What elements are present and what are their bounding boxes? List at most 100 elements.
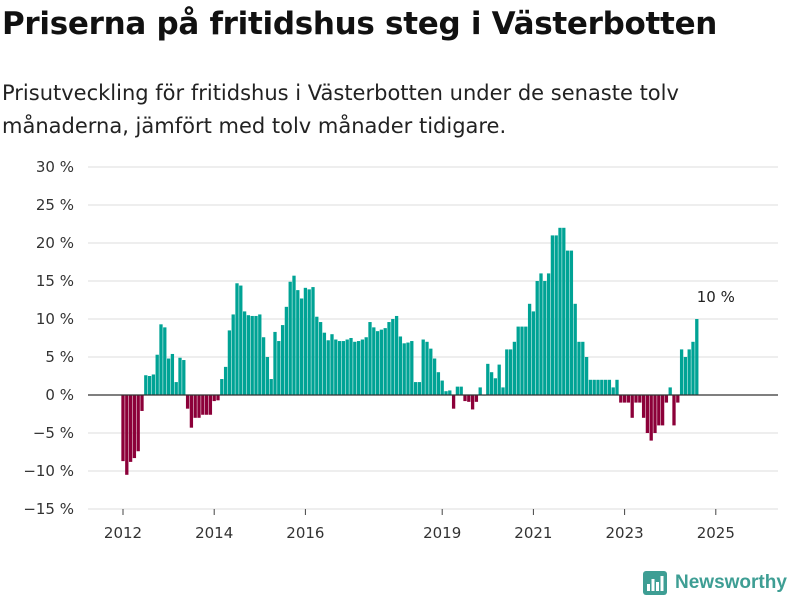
bar: [478, 387, 482, 395]
bar: [197, 395, 201, 418]
bar: [147, 376, 152, 395]
bar: [375, 331, 380, 395]
y-tick-label: 10 %: [36, 310, 74, 328]
bar: [512, 341, 517, 395]
newsworthy-logo: Newsworthy: [643, 568, 787, 598]
bar: [212, 395, 216, 402]
bar: [144, 375, 148, 395]
bar: [527, 303, 532, 395]
bar: [417, 382, 422, 395]
bar: [326, 340, 330, 395]
bar: [204, 395, 209, 415]
bar: [584, 357, 589, 395]
bar: [565, 250, 570, 395]
bar: [132, 395, 137, 459]
bar: [687, 349, 691, 395]
bar: [140, 395, 144, 411]
bar: [451, 395, 456, 409]
bar: [398, 336, 403, 395]
bar: [239, 285, 243, 395]
y-tick-label: −15 %: [23, 500, 74, 518]
bar: [581, 341, 585, 395]
bar: [546, 273, 551, 395]
bar: [307, 289, 311, 395]
bar: [676, 395, 680, 403]
bar: [163, 327, 167, 395]
bar: [660, 395, 665, 426]
bar: [691, 341, 695, 395]
bar: [208, 395, 213, 415]
bar: [318, 322, 323, 395]
x-tick-label: 2012: [104, 524, 142, 542]
bar: [550, 235, 555, 395]
bar: [277, 341, 281, 395]
bar: [444, 391, 448, 395]
bar: [558, 227, 562, 395]
bar: [588, 379, 593, 395]
bar: [577, 341, 581, 395]
bar: [182, 360, 186, 395]
gridlines: [88, 166, 778, 510]
bar: [364, 337, 368, 395]
bar: [185, 395, 190, 409]
bar: [448, 390, 452, 395]
bar: [470, 395, 475, 410]
x-tick-label: 2014: [195, 524, 233, 542]
bar: [440, 380, 444, 395]
y-tick-label: 15 %: [36, 272, 74, 290]
bar: [463, 395, 467, 402]
bar: [220, 379, 224, 395]
bar: [159, 324, 163, 395]
chart-title: Priserna på fritidshus steg i Västerbott…: [2, 6, 718, 42]
bar: [455, 386, 460, 395]
bar: [353, 341, 357, 395]
bar: [425, 341, 429, 395]
bar: [128, 395, 133, 462]
bar: [573, 303, 577, 395]
bar: [356, 341, 361, 395]
bar: [486, 363, 490, 395]
x-tick-label: 2023: [606, 524, 644, 542]
bar: [429, 348, 433, 395]
bar: [600, 379, 604, 395]
y-tick-label: 5 %: [45, 348, 74, 366]
bar: [413, 382, 418, 395]
bar: [261, 337, 266, 395]
bar: [474, 395, 479, 402]
bar: [254, 315, 258, 395]
bar: [311, 287, 315, 395]
bar: [322, 332, 327, 395]
bar: [360, 339, 365, 395]
bar: [493, 378, 498, 395]
bar: [489, 372, 494, 395]
bar: [337, 341, 342, 395]
y-tick-label: 20 %: [36, 234, 74, 252]
bar: [387, 322, 391, 395]
bar: [607, 379, 612, 395]
bar: [436, 372, 441, 395]
bar: [641, 395, 646, 418]
y-tick-label: −5 %: [33, 424, 74, 442]
bar: [269, 379, 273, 395]
bar: [432, 358, 437, 395]
bar: [216, 395, 220, 401]
bar: [679, 349, 684, 395]
x-tick-label: 2025: [697, 524, 735, 542]
bars: [121, 227, 699, 475]
bar: [299, 298, 304, 395]
bar: [330, 334, 334, 395]
bar: [406, 342, 410, 395]
bar: [668, 387, 672, 395]
bar: [619, 395, 623, 403]
bar: [695, 319, 699, 395]
bar: [653, 395, 657, 433]
bar: [250, 315, 254, 395]
bar: [683, 357, 688, 395]
bar: [189, 395, 194, 428]
bar: [645, 395, 650, 433]
y-tick-label: 30 %: [36, 158, 74, 176]
bar: [227, 330, 232, 395]
bar: [497, 364, 501, 395]
bar: [334, 339, 338, 395]
